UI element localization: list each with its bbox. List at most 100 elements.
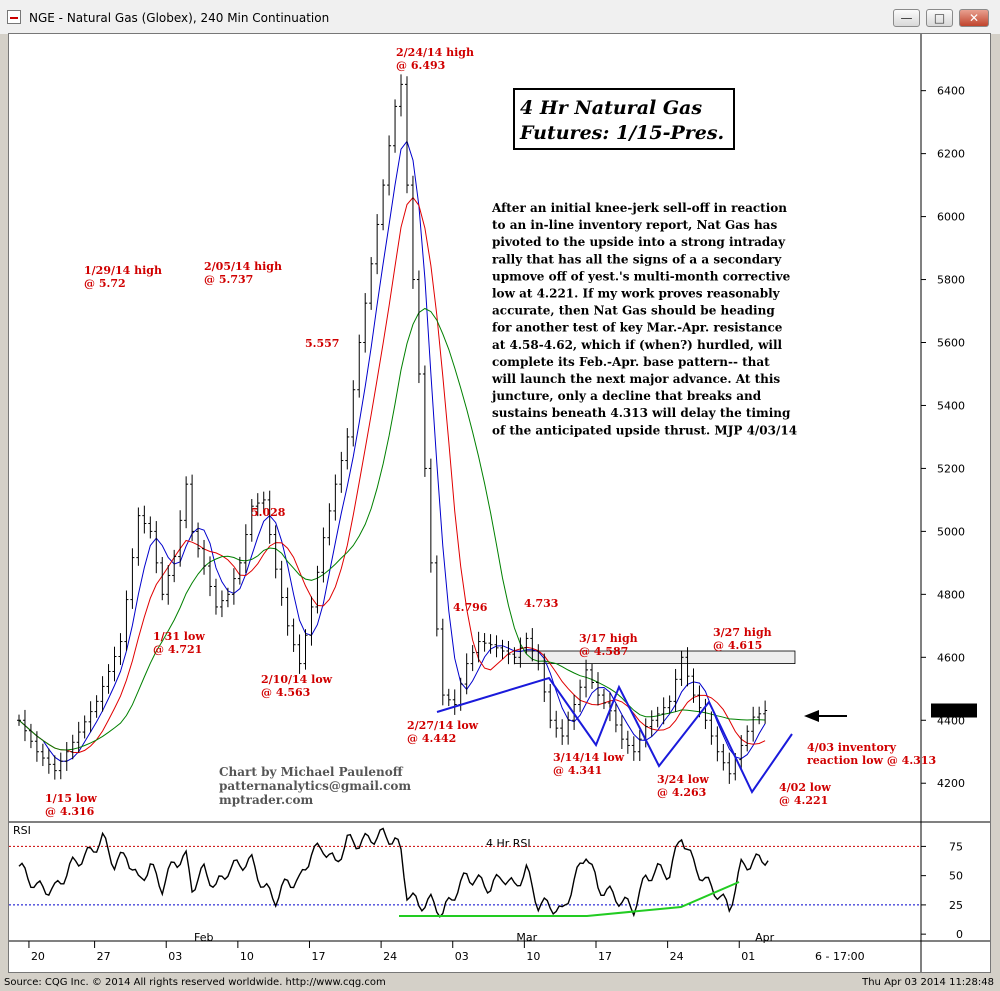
month-label: Apr [755,931,775,944]
rsi-tick-label: 75 [949,840,963,853]
commentary-line: for another test of key Mar.-Apr. resist… [492,321,783,335]
annotation-a2: 1/29/14 high [84,264,162,277]
annotation-a4: 5.557 [305,337,339,350]
rsi-title: 4 Hr RSI [486,837,531,850]
chart-credit-line: Chart by Michael Paulenoff [219,765,404,779]
chart-area[interactable]: 4200 4400 4600 4800 5000 5200 5400 5600 5800 6000… [8,33,991,973]
time-tick-label: 03 [168,950,182,963]
commentary-line: After an initial knee-jerk sell-off in r… [491,201,787,215]
time-tick-label-session: 6 - 17:00 [815,950,865,963]
annotation-a12: @ 4.615 [713,639,762,652]
current-price-arrow-head [804,710,819,722]
price-chart-svg: 4200 4400 4600 4800 5000 5200 5400 5600 5800 6000… [9,34,990,972]
time-tick-label: 01 [741,950,755,963]
price-tick-label: 4400 [937,714,965,727]
time-tick-label: 10 [526,950,540,963]
window-title: NGE - Natural Gas (Globex), 240 Min Cont… [29,11,330,25]
annotation-a10: 4.733 [524,597,558,610]
maximize-button[interactable]: □ [926,9,953,27]
rsi-tick-label: 25 [949,899,963,912]
status-timestamp: Thu Apr 03 2014 11:28:48 [862,977,994,988]
commentary-line: accurate, then Nat Gas should be heading [492,304,775,318]
rsi-tick-label: 0 [956,928,963,941]
annotation-a3: @ 5.737 [204,273,253,286]
resistance-zone [514,650,796,664]
commentary-line: rally that has all the signs of a a seco… [492,252,782,266]
annotation-a16: 4/02 low [779,781,831,794]
annotation-a15: 3/24 low [657,773,709,786]
chart-credit-line: patternanalytics@gmail.com [219,779,411,793]
annotation-a6: @ 4.721 [153,643,202,656]
commentary-line: pivoted to the upside into a strong intr… [492,235,786,249]
price-tick-label: 4600 [937,651,965,664]
time-tick-label: 24 [383,950,397,963]
commentary-line: will launch the next major advance. At t… [491,372,780,386]
time-tick-label: 17 [598,950,612,963]
annotation-a14: @ 4.341 [553,764,602,777]
annotation-a16: @ 4.221 [779,794,828,807]
chart-title-box [513,88,735,150]
price-tick-label: 5600 [937,337,965,350]
moving-average-line-1 [18,196,766,754]
annotation-a17: reaction low @ 4.313 [807,754,936,767]
commentary-line: upmove off of yest.'s multi-month correc… [492,269,791,283]
annotation-a17: 4/03 inventory [807,741,897,754]
annotation-a13: 2/27/14 low [407,719,479,732]
price-tick-label: 5800 [937,274,965,287]
window-titlebar: NGE - Natural Gas (Globex), 240 Min Cont… [0,0,1000,34]
price-tick-label: 5400 [937,399,965,412]
annotation-a13: @ 4.442 [407,732,456,745]
moving-average-line-0 [18,140,766,762]
annotation-a2: @ 5.72 [84,277,126,290]
minimize-button[interactable]: — [893,9,920,27]
month-label: Feb [194,931,213,944]
rsi-panel-label: RSI [13,824,31,837]
annotation-a8: 1/15 low [45,792,97,805]
moving-average-line-2 [18,307,766,751]
annotation-a9: 4.796 [453,601,488,614]
commentary-line: at 4.58-4.62, which if (when?) hurdled, … [492,338,783,352]
annotation-a1: @ 6.493 [396,59,445,72]
time-tick-label: 24 [670,950,684,963]
annotation-a1: 2/24/14 high [396,46,474,59]
annotation-a11: 3/17 high [579,632,638,645]
annotation-a7: 2/10/14 low [261,673,333,686]
close-button[interactable]: ✕ [959,9,989,27]
time-tick-label: 03 [455,950,469,963]
commentary-line: to an in-line inventory report, Nat Gas … [492,218,777,232]
time-tick-label: 27 [97,950,111,963]
chart-title-line: Futures: 1/15-Pres. [519,122,724,144]
annotation-a15: @ 4.263 [657,786,706,799]
annotation-a8: @ 4.316 [45,805,95,818]
price-tick-label: 4800 [937,588,965,601]
commentary-line: juncture, only a decline that breaks and [491,389,762,403]
last-price-box [931,703,977,718]
price-tick-label: 6400 [937,85,965,98]
rsi-divergence-line [399,881,740,917]
commentary-line: complete its Feb.-Apr. base pattern-- th… [492,355,770,369]
annotation-a14: 3/14/14 low [553,751,625,764]
price-bars [17,74,768,784]
chart-credit-line: mptrader.com [219,793,313,807]
base-pattern-trendline [436,676,793,794]
price-tick-label: 5000 [937,525,965,538]
rsi-line [18,827,769,918]
annotation-a3: 2/05/14 high [204,260,282,273]
annotation-a5: 5.028 [251,506,286,519]
status-bar: Source: CQG Inc. © 2014 All rights reser… [0,975,1000,991]
last-price-label: 4431 [943,705,971,718]
chart-app-icon [7,10,21,24]
annotation-a11: @ 4.587 [579,645,628,658]
rsi-tick-label: 50 [949,870,963,883]
annotation-a7: @ 4.563 [261,686,310,699]
price-tick-label: 6000 [937,211,965,224]
commentary-line: low at 4.221. If my work proves reasonab… [492,287,781,301]
time-tick-label: 10 [240,950,254,963]
price-tick-label: 6200 [937,148,965,161]
time-tick-label: 17 [311,950,325,963]
time-tick-label: 20 [31,950,45,963]
annotation-a6: 1/31 low [153,630,205,643]
status-source: Source: CQG Inc. © 2014 All rights reser… [4,977,386,988]
commentary-line: of the anticipated upside thrust. MJP 4/… [492,423,797,437]
price-tick-label: 4200 [937,777,965,790]
